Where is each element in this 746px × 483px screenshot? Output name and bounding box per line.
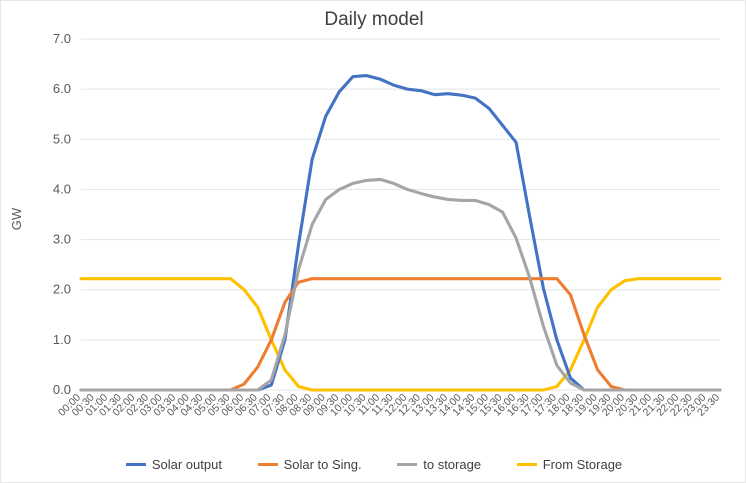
svg-text:6.0: 6.0 [53, 81, 71, 96]
svg-text:5.0: 5.0 [53, 131, 71, 146]
svg-text:GW: GW [9, 207, 24, 230]
svg-text:4.0: 4.0 [53, 181, 71, 196]
svg-text:7.0: 7.0 [53, 31, 71, 46]
svg-text:1.0: 1.0 [53, 332, 71, 347]
svg-text:0.0: 0.0 [53, 382, 71, 397]
svg-text:3.0: 3.0 [53, 232, 71, 247]
svg-text:2.0: 2.0 [53, 282, 71, 297]
